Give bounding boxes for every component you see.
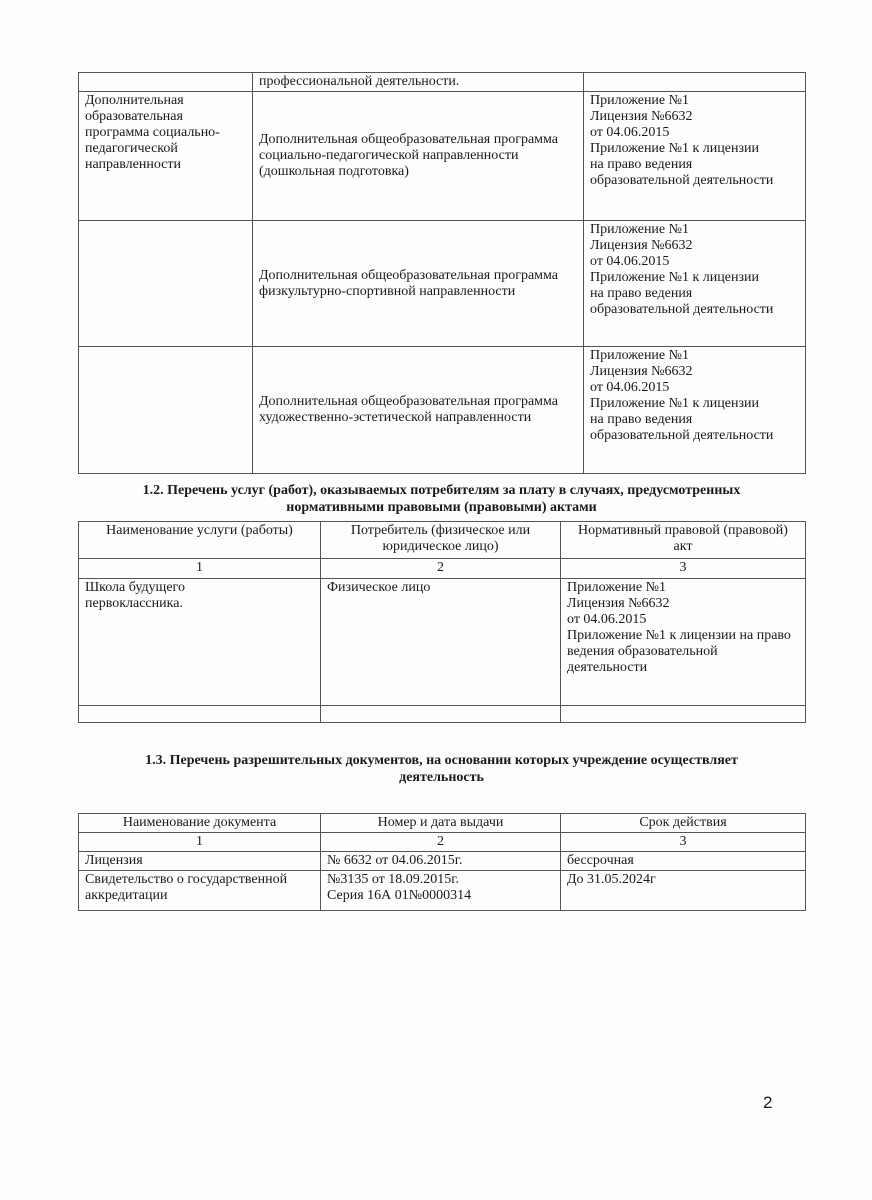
table-row: Дополнительная общеобразовательная прогр… — [78, 220, 806, 347]
column-number: 2 — [320, 558, 561, 579]
table-row: Свидетельство о государственной аккредит… — [78, 870, 806, 911]
section-title: 1.2. Перечень услуг (работ), оказываемых… — [142, 483, 741, 515]
cell: профессиональной деятельности. — [252, 72, 584, 92]
cell: Дополнительная образовательная программа… — [78, 91, 253, 221]
column-number: 2 — [320, 832, 561, 852]
column-header: Потребитель (физическое или юридическое … — [320, 521, 561, 559]
column-header: Нормативный правовой (правовой) акт — [560, 521, 806, 559]
cell: Свидетельство о государственной аккредит… — [78, 870, 321, 911]
section-title: 1.3. Перечень разрешительных документов,… — [145, 753, 738, 785]
table-row: Дополнительная общеобразовательная прогр… — [78, 346, 806, 474]
cell — [560, 705, 806, 723]
column-header: Срок действия — [560, 813, 806, 833]
cell — [78, 705, 321, 723]
permits-table: Наименование документа Номер и дата выда… — [78, 813, 806, 911]
cell: Дополнительная общеобразовательная прогр… — [252, 220, 584, 347]
page-number: 2 — [763, 1093, 773, 1112]
column-number: 1 — [78, 558, 321, 579]
table-row: Школа будущего первоклассника. Физическо… — [78, 578, 806, 706]
column-header: Номер и дата выдачи — [320, 813, 561, 833]
cell: До 31.05.2024г — [560, 870, 806, 911]
number-row: 1 2 3 — [78, 832, 806, 852]
cell: Приложение №1 Лицензия №6632 от 04.06.20… — [583, 346, 806, 474]
column-header: Наименование услуги (работы) — [78, 521, 321, 559]
column-number: 1 — [78, 832, 321, 852]
column-number: 3 — [560, 832, 806, 852]
column-number: 3 — [560, 558, 806, 579]
cell: №3135 от 18.09.2015г. Серия 16А 01№00003… — [320, 870, 561, 911]
cell: Лицензия — [78, 851, 321, 871]
number-row: 1 2 3 — [78, 558, 806, 579]
header-row: Наименование услуги (работы) Потребитель… — [78, 521, 806, 559]
cell: Дополнительная общеобразовательная прогр… — [252, 91, 584, 221]
table-row: профессиональной деятельности. — [78, 72, 806, 92]
cell: Приложение №1 Лицензия №6632 от 04.06.20… — [560, 578, 806, 706]
cell: № 6632 от 04.06.2015г. — [320, 851, 561, 871]
header-row: Наименование документа Номер и дата выда… — [78, 813, 806, 833]
table-row: Дополнительная образовательная программа… — [78, 91, 806, 221]
cell — [78, 220, 253, 347]
cell — [583, 72, 806, 92]
cell — [78, 72, 253, 92]
cell — [320, 705, 561, 723]
paid-services-table: Наименование услуги (работы) Потребитель… — [78, 521, 806, 723]
table-row: Лицензия № 6632 от 04.06.2015г. бессрочн… — [78, 851, 806, 871]
cell — [78, 346, 253, 474]
column-header: Наименование документа — [78, 813, 321, 833]
cell: бессрочная — [560, 851, 806, 871]
table-row — [78, 705, 806, 723]
cell: Приложение №1 Лицензия №6632 от 04.06.20… — [583, 220, 806, 347]
cell: Школа будущего первоклассника. — [78, 578, 321, 706]
programs-table: профессиональной деятельности. Дополните… — [78, 72, 806, 474]
cell: Приложение №1 Лицензия №6632 от 04.06.20… — [583, 91, 806, 221]
cell: Физическое лицо — [320, 578, 561, 706]
cell: Дополнительная общеобразовательная прогр… — [252, 346, 584, 474]
